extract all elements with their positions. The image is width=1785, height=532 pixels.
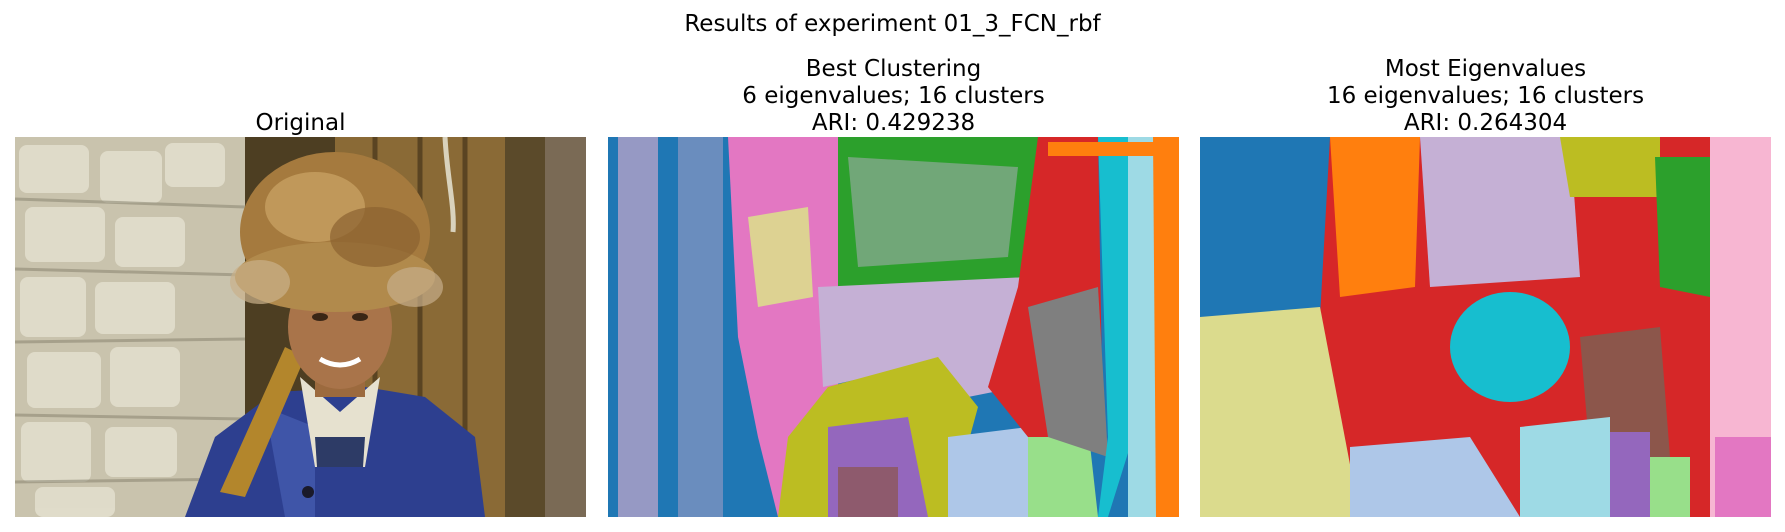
panel-title-best: Best Clustering 6 eigenvalues; 16 cluste… bbox=[608, 56, 1179, 137]
panel-title-line: Most Eigenvalues bbox=[1384, 56, 1587, 82]
panel-most-eigenvalues: Most Eigenvalues 16 eigenvalues; 16 clus… bbox=[1200, 0, 1771, 532]
panel-original: Original bbox=[15, 0, 586, 532]
original-photo bbox=[15, 137, 586, 517]
panel-title-line: ARI: 0.264304 bbox=[1403, 110, 1568, 136]
segmentation-map-best bbox=[608, 137, 1179, 517]
panel-title-most: Most Eigenvalues 16 eigenvalues; 16 clus… bbox=[1200, 56, 1771, 137]
panel-title-line: Best Clustering bbox=[805, 56, 982, 82]
panel-title-original: Original bbox=[15, 110, 586, 137]
panel-title-line: 6 eigenvalues; 16 clusters bbox=[742, 83, 1045, 109]
segmentation-map-most bbox=[1200, 137, 1771, 517]
panel-best-clustering: Best Clustering 6 eigenvalues; 16 cluste… bbox=[608, 0, 1179, 532]
figure-title: Results of experiment 01_3_FCN_rbf bbox=[684, 11, 1101, 37]
panel-title-line: Original bbox=[255, 110, 346, 136]
panel-title-line: ARI: 0.429238 bbox=[811, 110, 976, 136]
panel-title-line: 16 eigenvalues; 16 clusters bbox=[1326, 83, 1645, 109]
